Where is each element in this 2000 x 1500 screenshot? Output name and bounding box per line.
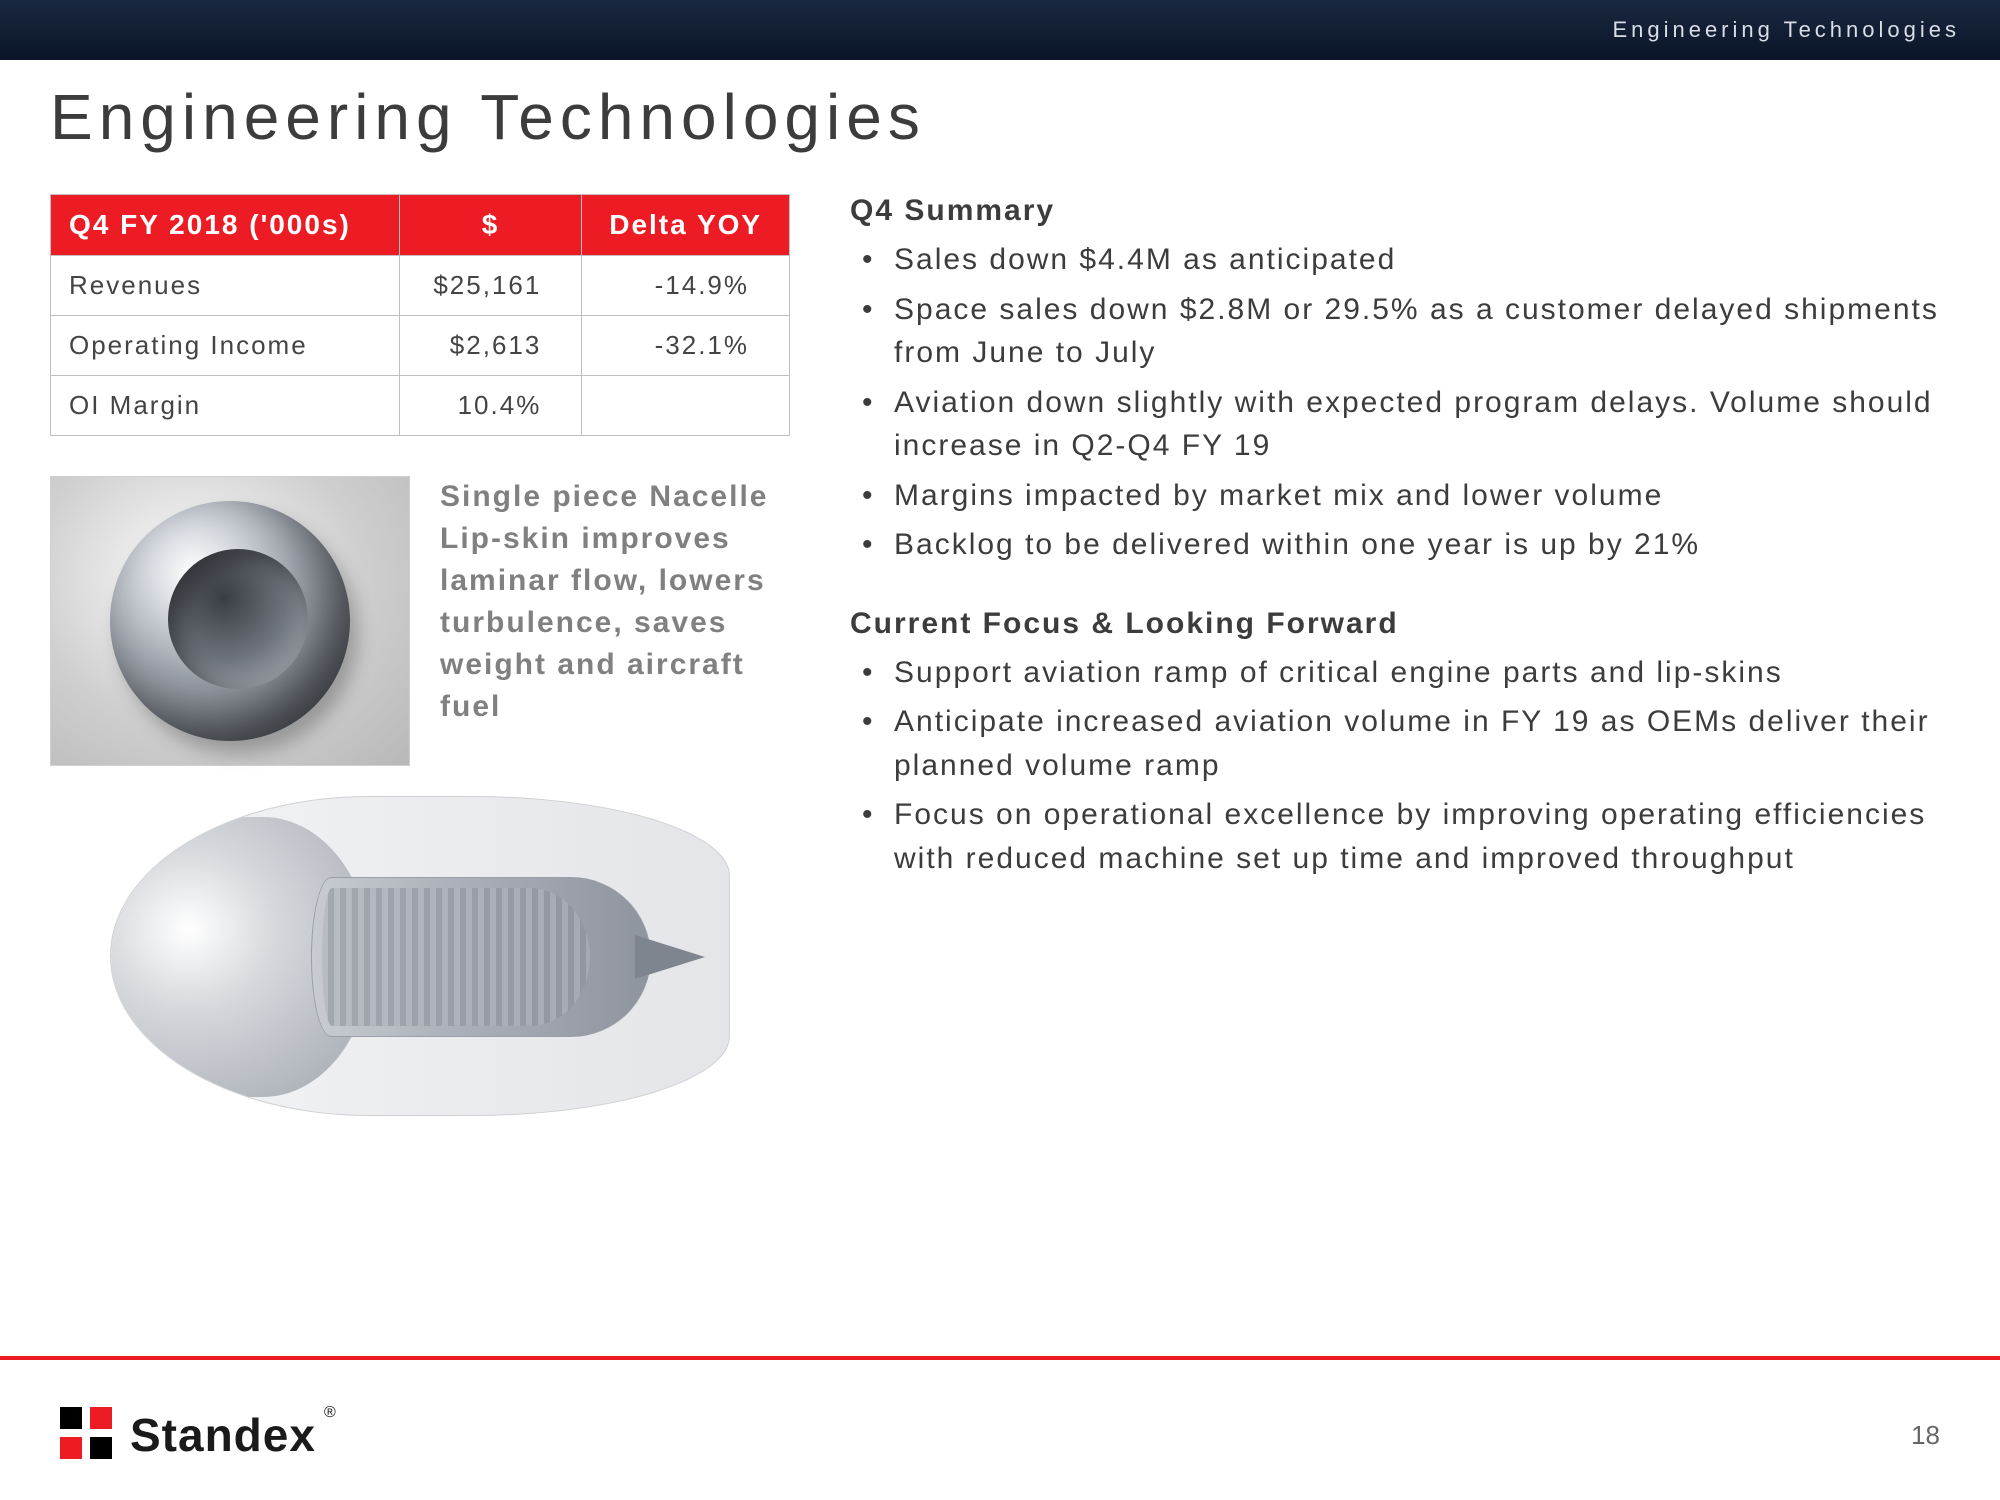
cell-delta [582, 376, 790, 436]
list-item: Aviation down slightly with expected pro… [850, 381, 1950, 468]
two-column-layout: Q4 FY 2018 ('000s) $ Delta YOY Revenues … [50, 194, 1950, 1116]
focus-list: Support aviation ramp of critical engine… [850, 651, 1950, 881]
footer: Standex ® 18 [0, 1370, 2000, 1500]
brand-logo: Standex ® [60, 1407, 342, 1463]
focus-heading: Current Focus & Looking Forward [850, 607, 1950, 641]
table-row: OI Margin 10.4% [51, 376, 790, 436]
list-item: Margins impacted by market mix and lower… [850, 474, 1950, 518]
list-item: Backlog to be delivered within one year … [850, 523, 1950, 567]
page-number: 18 [1911, 1420, 1940, 1451]
list-item: Anticipate increased aviation volume in … [850, 700, 1950, 787]
cell-delta: -32.1% [582, 316, 790, 376]
cell-label: Revenues [51, 256, 400, 316]
cell-amount: 10.4% [399, 376, 582, 436]
slide-title: Engineering Technologies [50, 80, 1950, 154]
table-header-row: Q4 FY 2018 ('000s) $ Delta YOY [51, 195, 790, 256]
table-row: Revenues $25,161 -14.9% [51, 256, 790, 316]
slide-body: Engineering Technologies Q4 FY 2018 ('00… [0, 60, 2000, 1116]
brand-logo-mark-icon [60, 1407, 116, 1463]
th-amount: $ [399, 195, 582, 256]
list-item: Sales down $4.4M as anticipated [850, 238, 1950, 282]
footer-rule [0, 1356, 2000, 1360]
registered-mark-icon: ® [324, 1404, 336, 1422]
cell-label: OI Margin [51, 376, 400, 436]
summary-heading: Q4 Summary [850, 194, 1950, 228]
table-row: Operating Income $2,613 -32.1% [51, 316, 790, 376]
summary-list: Sales down $4.4M as anticipated Space sa… [850, 238, 1950, 567]
slide: Engineering Technologies Engineering Tec… [0, 0, 2000, 1500]
header-section-label: Engineering Technologies [1612, 17, 1960, 43]
jet-engine-image [110, 796, 730, 1116]
th-period: Q4 FY 2018 ('000s) [51, 195, 400, 256]
nacelle-lipskin-image [50, 476, 410, 766]
list-item: Focus on operational excellence by impro… [850, 793, 1950, 880]
list-item: Space sales down $2.8M or 29.5% as a cus… [850, 288, 1950, 375]
ring-icon [110, 501, 350, 741]
nacelle-caption: Single piece Nacelle Lip-skin improves l… [440, 476, 790, 728]
cell-amount: $25,161 [399, 256, 582, 316]
cell-amount: $2,613 [399, 316, 582, 376]
list-item: Support aviation ramp of critical engine… [850, 651, 1950, 695]
nacelle-row: Single piece Nacelle Lip-skin improves l… [50, 476, 790, 766]
cell-label: Operating Income [51, 316, 400, 376]
engine-image-wrap [50, 796, 790, 1116]
header-band: Engineering Technologies [0, 0, 2000, 60]
th-delta: Delta YOY [582, 195, 790, 256]
engine-nosecone-icon [635, 935, 705, 979]
financials-table: Q4 FY 2018 ('000s) $ Delta YOY Revenues … [50, 194, 790, 436]
left-column: Q4 FY 2018 ('000s) $ Delta YOY Revenues … [50, 194, 790, 1116]
cell-delta: -14.9% [582, 256, 790, 316]
brand-name: Standex [130, 1408, 316, 1462]
engine-core-icon [311, 877, 651, 1037]
right-column: Q4 Summary Sales down $4.4M as anticipat… [850, 194, 1950, 1116]
left-lower: Single piece Nacelle Lip-skin improves l… [50, 476, 790, 1116]
